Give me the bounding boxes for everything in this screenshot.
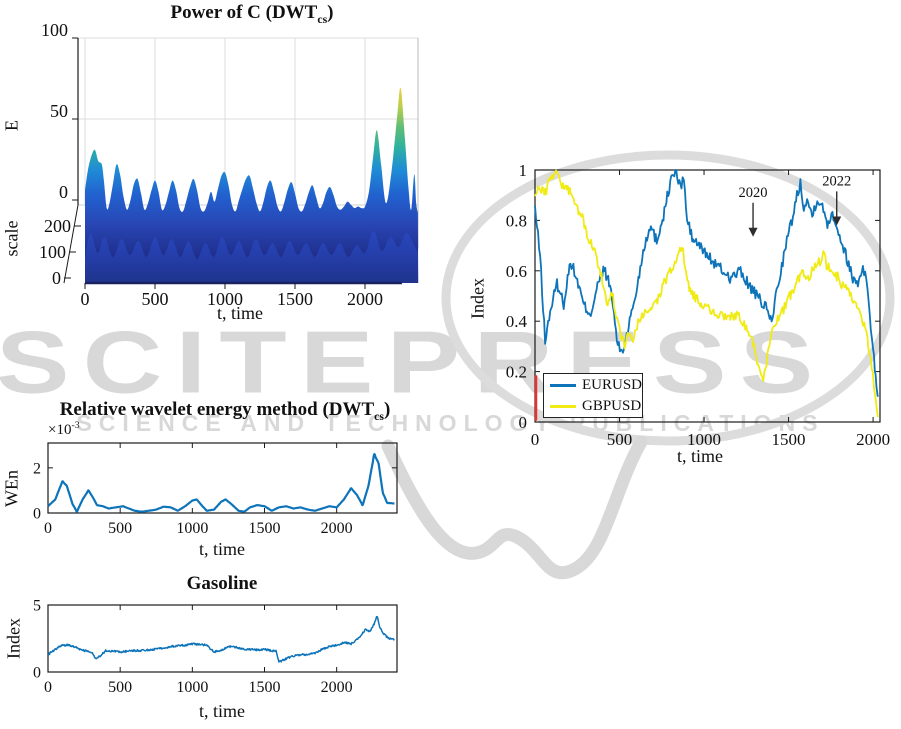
gasoline-xtick-label: 0 <box>44 679 52 696</box>
wen-xlabel: t, time <box>199 539 245 559</box>
power3d-xtick-label: 2000 <box>347 289 383 309</box>
fx-xtick-label: 1500 <box>772 430 806 449</box>
wen-xtick-label: 0 <box>44 520 52 537</box>
gbpusd-legend-label: GBPUSD <box>582 398 642 414</box>
gasoline-xtick-label: 500 <box>108 679 132 696</box>
power3d-etick-label: 50 <box>50 101 68 121</box>
power3d-scaletick-label: 200 <box>44 216 71 236</box>
wen-ytick-label: 0 <box>33 506 41 523</box>
wen-plot-box <box>47 442 398 514</box>
gbpusd-legend-line <box>550 405 576 408</box>
wen-ylabel: WEn <box>1 470 22 507</box>
power3d-xtick-label: 500 <box>142 289 169 309</box>
wen-xtick-label: 500 <box>108 520 132 537</box>
fx-ytick-label: 0.8 <box>506 211 527 230</box>
power3d-zlabel: scale <box>1 220 22 257</box>
power3d-etick-label: 100 <box>41 20 68 40</box>
scale-axis <box>63 204 79 284</box>
power3d-xtick-label: 0 <box>81 289 90 309</box>
fx-ytick-label: 1 <box>519 161 528 180</box>
wen-ytick-label: 2 <box>33 460 41 477</box>
wen-title-close: ) <box>383 399 391 420</box>
wen-title: Relative wavelet energy method (DWTcs) <box>0 399 450 424</box>
annotation-year-label: 2022 <box>822 173 851 189</box>
power3d-title: Power of C (DWTcs) <box>102 2 402 27</box>
annotation-arrow-head <box>748 227 758 237</box>
eurusd-line <box>534 169 879 397</box>
wen-scale-exponent: -3 <box>71 420 80 431</box>
gasoline-ylabel: Index <box>3 618 24 659</box>
fx-legend: EURUSD GBPUSD <box>543 373 643 418</box>
power3d-scaletick-label: 100 <box>39 242 66 262</box>
fx-plot: 0 500 1000 1500 2000 0 0.2 0.4 0.6 0.8 1 2020 2022 <box>506 161 890 449</box>
fx-plot-box <box>534 169 881 423</box>
fx-xtick-label: 1000 <box>687 430 721 449</box>
wen-scale-prefix: ×10 <box>48 422 72 438</box>
annotation-arrow-head <box>832 216 842 226</box>
surface-inner-ridges <box>85 230 419 283</box>
wen-plot: 0 500 1000 1500 2000 0 2 <box>33 442 398 537</box>
gasoline-xtick-label: 1500 <box>249 679 281 696</box>
power3d-xtick-label: 1500 <box>277 289 313 309</box>
wen-xtick-label: 2000 <box>321 520 353 537</box>
eurusd-legend-line <box>550 384 576 387</box>
fx-xtick-label: 0 <box>531 430 540 449</box>
gbpusd-line <box>534 169 879 418</box>
gasoline-line <box>47 615 395 663</box>
watermark-subtitle-text: SCIENCE AND TECHNOLOGY PUBLICATIONS <box>76 410 825 436</box>
gasoline-xlabel: t, time <box>199 701 245 721</box>
gasoline-ytick-label: 5 <box>33 598 41 615</box>
fx-xtick-label: 500 <box>607 430 633 449</box>
gasoline-xtick-label: 2000 <box>321 679 353 696</box>
gasoline-plot-box <box>47 604 398 673</box>
wen-title-main: Relative wavelet energy method (DWT <box>59 399 375 420</box>
power3d-ylabel: E <box>1 120 22 131</box>
gasoline-plot: 0 500 1000 1500 2000 0 5 <box>33 598 398 696</box>
power3d-xtick-label: 1000 <box>207 289 243 309</box>
power3d-scaletick-label: 0 <box>52 268 61 288</box>
gasoline-ytick-label: 0 <box>33 665 41 682</box>
fx-ytick-label: 0.6 <box>506 262 527 281</box>
fx-xlabel: t, time <box>677 446 723 466</box>
fx-ylabel: Index <box>467 278 488 319</box>
fx-ytick-label: 0 <box>519 413 528 432</box>
power3d-xlabel: t, time <box>217 303 263 323</box>
fx-ytick-label: 0.2 <box>506 363 527 382</box>
wen-scale-note: ×10-3 <box>48 420 80 439</box>
gasoline-title: Gasoline <box>72 573 372 595</box>
power3d-title-close: ) <box>327 2 334 23</box>
eurusd-legend-label: EURUSD <box>581 377 642 393</box>
wen-xtick-label: 1000 <box>176 520 208 537</box>
power3d-title-subscript: cs <box>317 12 328 26</box>
fx-xtick-label: 2000 <box>856 430 890 449</box>
wen-xtick-label: 1500 <box>249 520 281 537</box>
wen-line <box>47 453 395 513</box>
fx-legend-row-eurusd: EURUSD <box>544 375 642 396</box>
watermark-wave <box>381 435 648 580</box>
watermark-logo-text: SCITEPRESS <box>0 312 827 412</box>
watermark-ellipse <box>441 150 895 446</box>
gasoline-title-main: Gasoline <box>186 573 258 594</box>
wen-title-subscript: cs <box>374 409 384 423</box>
fx-ytick-label: 0.4 <box>506 312 528 331</box>
annotation-year-label: 2020 <box>739 185 768 201</box>
gasoline-xtick-label: 1000 <box>176 679 208 696</box>
power3d-title-main: Power of C (DWT <box>170 2 318 23</box>
wavelet-power-surface <box>85 87 419 283</box>
fx-legend-row-gbpusd: GBPUSD <box>544 396 642 417</box>
power3d-etick-label: 0 <box>59 182 68 202</box>
